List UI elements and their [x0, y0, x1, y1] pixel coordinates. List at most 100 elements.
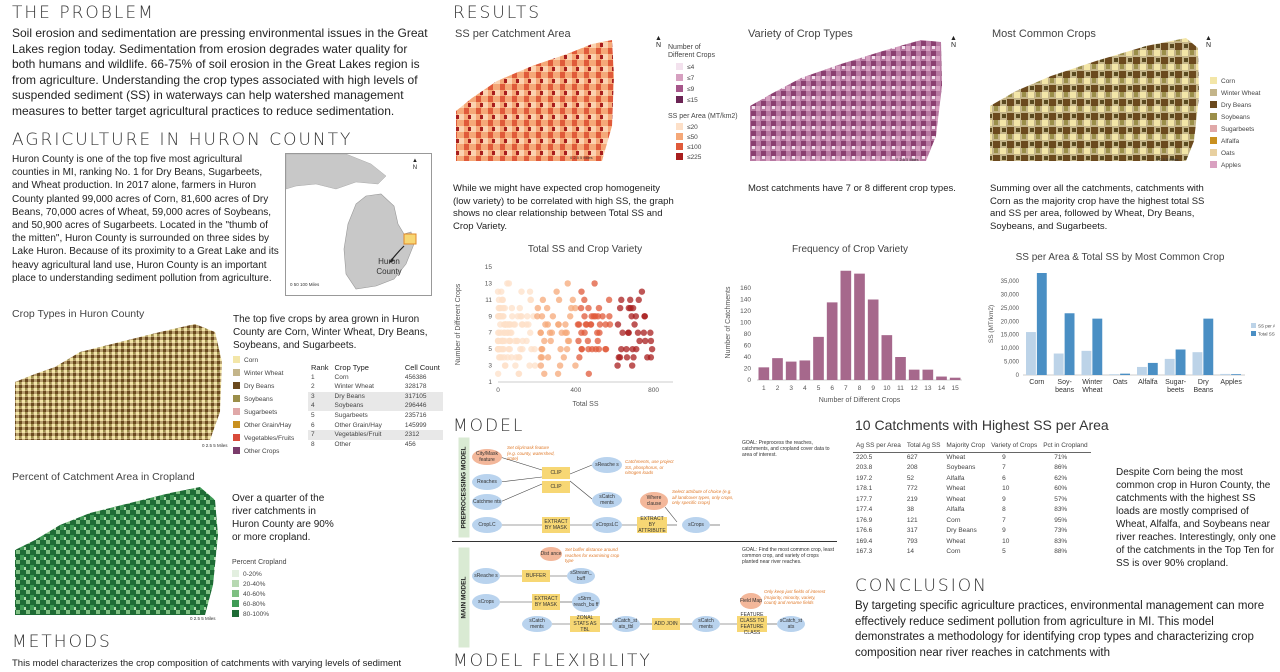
add-join-node: ADD JOIN	[652, 618, 680, 630]
x-tick-label: 9	[871, 385, 875, 392]
table-cell: Dry Beans	[331, 391, 385, 402]
table-cell: 235716	[404, 411, 427, 419]
table-cell: 219	[906, 495, 918, 503]
table-row: 203.8 208 Soybeans 7 86%	[853, 463, 1091, 474]
bar	[1192, 352, 1203, 375]
table-cell: 73%	[1054, 527, 1068, 534]
scatter-point	[547, 337, 554, 345]
scatchments2-node: sCatch ments	[522, 616, 552, 632]
table-cell: 6	[1002, 474, 1006, 482]
bar	[949, 377, 961, 380]
table-cell: 456	[404, 440, 416, 448]
x-tick-label: 4	[803, 385, 807, 392]
scatter-point	[508, 313, 516, 320]
x-tick-label: 6	[830, 385, 834, 392]
bar	[1109, 374, 1120, 375]
map2-title: Variety of Crop Types	[748, 28, 853, 40]
zonal-stats-node: ZONAL STATS AS TBL	[570, 615, 600, 633]
sreaches-node: sReache s	[592, 457, 622, 473]
scatter-point	[581, 329, 588, 336]
scatter-point	[596, 321, 604, 328]
scatter-point	[599, 313, 606, 320]
table-row: 5 Sugarbeets 235716	[308, 411, 443, 421]
note-3: Select attribute of choice (e.g. all lan…	[672, 489, 734, 505]
bar	[1120, 373, 1130, 375]
legend-title: Number of Different Crops	[668, 44, 715, 59]
y-tick-label: 0	[1016, 373, 1020, 379]
scatter-point	[501, 329, 508, 336]
table-cell: 38	[906, 506, 915, 513]
table-cell: 3	[308, 391, 332, 402]
top10-table: Ag SS per Area Total Ag SS Majority Crop Va…	[853, 441, 1091, 558]
legend-label: 20-40%	[243, 581, 266, 588]
table-cell: Sugarbeets	[334, 411, 368, 419]
scatter-point	[538, 313, 546, 320]
table-header: Cell Count	[404, 363, 440, 372]
table-cell: 793	[906, 537, 918, 545]
map3-scale: 0 2.5 5 Miles	[1156, 157, 1179, 162]
scatter-point	[625, 329, 632, 336]
scatter-point	[605, 296, 613, 304]
x-tick-label: 0	[496, 387, 500, 394]
y-tick-label: 30,000	[1001, 292, 1020, 298]
legend-label: Dry Beans	[244, 383, 275, 390]
y-tick-label: 3	[488, 363, 492, 370]
scatter-point	[591, 280, 598, 287]
bar	[936, 376, 947, 380]
legend-swatch	[676, 63, 683, 70]
scatter-point	[594, 329, 601, 336]
x-tick-label: 400	[570, 387, 581, 394]
bar	[922, 369, 934, 380]
scatter-point	[557, 345, 564, 353]
table-cell: Wheat	[946, 485, 966, 492]
table-header-row: Ag SS per Area Total Ag SS Majority Crop Va…	[853, 441, 1091, 452]
x-tick-label: 3	[789, 385, 793, 392]
legend-swatch	[233, 356, 240, 363]
legend-swatch	[1251, 331, 1256, 336]
legend-label: Winter Wheat	[244, 370, 284, 377]
sstream-buff-node: sStream_ buff	[567, 568, 595, 584]
scatter-point	[537, 329, 544, 336]
table-cell: 1	[311, 373, 315, 381]
scatter-point	[625, 304, 633, 312]
bar	[785, 361, 797, 380]
scatter-point	[635, 296, 642, 304]
model-heading: MODEL	[453, 416, 525, 436]
scatter-point	[543, 304, 551, 312]
y-tick-label: 13	[485, 280, 493, 287]
map1-north-arrow-icon: ▲ N	[655, 35, 662, 49]
legend-swatch	[676, 153, 683, 160]
scatter-point	[616, 304, 624, 312]
scatter-point	[640, 329, 648, 336]
table-cell: Other	[334, 440, 351, 448]
legend-swatch	[233, 382, 240, 389]
table-cell: 83%	[1054, 506, 1068, 513]
problem-heading: THE PROBLEM	[12, 3, 155, 23]
table-header: Total Ag SS	[906, 442, 941, 449]
scatter-point	[541, 337, 548, 345]
table-cell: Corn	[946, 516, 961, 524]
table-cell: 176.9	[856, 516, 873, 524]
scatter-point	[585, 370, 593, 377]
scatter-point	[587, 321, 595, 328]
huron-county-label: Huron County	[376, 257, 402, 276]
x-tick-label: 7	[844, 385, 848, 392]
map1-caption: While we might have expected crop homoge…	[453, 183, 674, 232]
table-cell: Vegetables/Fruit	[331, 430, 385, 440]
scatter-point	[549, 313, 557, 320]
table-cell: Winter Wheat	[334, 383, 374, 391]
scatchments-node: sCatch ments	[592, 492, 622, 508]
scatter-point	[644, 354, 651, 361]
table-cell: Other Grain/Hay	[334, 421, 382, 429]
y-tick-label: 1	[488, 379, 492, 386]
scatter-point	[534, 313, 541, 320]
legend-swatch	[1210, 137, 1217, 144]
map3-legend: Corn Winter Wheat Dry Beans Soybeans Sug…	[1210, 77, 1260, 170]
legend-swatch	[1210, 125, 1217, 132]
table-cell: Dry Beans	[946, 527, 977, 534]
scatter-point	[575, 321, 583, 328]
table-header: Crop Type	[334, 363, 369, 372]
scatter-point	[628, 362, 636, 369]
x-tick-label: Soy-	[1057, 379, 1072, 386]
